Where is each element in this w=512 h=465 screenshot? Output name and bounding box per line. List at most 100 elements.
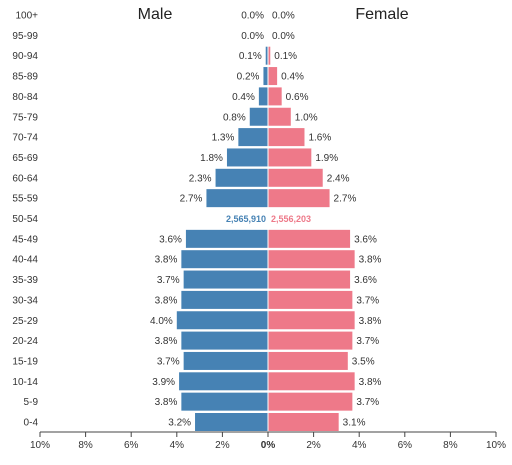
age-label-15-19: 15-19 xyxy=(12,356,38,367)
male-value-label-20-24: 3.8% xyxy=(155,336,178,347)
female-value-label-40-44: 3.8% xyxy=(359,255,382,266)
age-label-85-89: 85-89 xyxy=(12,72,38,83)
female-bar-25-29 xyxy=(268,311,355,330)
x-axis: 10% 8% 6% 4% 2% 0% 2% 4% 6% 8% 10% xyxy=(30,431,506,451)
female-value-label-45-49: 3.6% xyxy=(354,234,377,245)
labels-layer: 100+ 0.0% 0.0% 95-99 0.0% 0.0% 90-94 0.1% 0.1% 85… xyxy=(12,11,381,429)
age-label-0-4: 0-4 xyxy=(24,418,39,429)
female-value-label-30-34: 3.7% xyxy=(356,295,379,306)
male-bar-35-39 xyxy=(183,270,268,289)
female-bar-90-94 xyxy=(268,46,271,65)
age-label-90-94: 90-94 xyxy=(12,51,38,62)
x-tick-label: 8% xyxy=(443,440,458,451)
age-label-65-69: 65-69 xyxy=(12,153,38,164)
age-label-80-84: 80-84 xyxy=(12,92,38,103)
female-bar-55-59 xyxy=(268,189,330,208)
age-label-100-plus: 100+ xyxy=(15,11,38,22)
male-bar-20-24 xyxy=(181,331,268,350)
female-value-label-80-84: 0.6% xyxy=(286,92,309,103)
x-tick-label: 2% xyxy=(306,440,321,451)
female-value-label-0-4: 3.1% xyxy=(343,418,366,429)
male-bar-55-59 xyxy=(206,189,268,208)
male-value-label-25-29: 4.0% xyxy=(150,316,173,327)
male-value-label-35-39: 3.7% xyxy=(157,275,180,286)
female-value-label-65-69: 1.9% xyxy=(315,153,338,164)
x-tick-label: 10% xyxy=(486,440,506,451)
female-value-label-90-94: 0.1% xyxy=(274,51,297,62)
age-label-30-34: 30-34 xyxy=(12,295,38,306)
female-value-label-5-9: 3.7% xyxy=(356,397,379,408)
x-tick-label: 10% xyxy=(30,440,50,451)
x-tick-label: 6% xyxy=(124,440,139,451)
female-bar-40-44 xyxy=(268,250,355,269)
male-title: Male xyxy=(138,6,173,23)
female-bar-75-79 xyxy=(268,107,291,126)
female-value-label-55-59: 2.7% xyxy=(334,194,357,205)
male-total-label: 2,565,910 xyxy=(226,214,266,224)
male-bar-40-44 xyxy=(181,250,268,269)
female-value-label-20-24: 3.7% xyxy=(356,336,379,347)
male-value-label-60-64: 2.3% xyxy=(189,173,212,184)
male-value-label-65-69: 1.8% xyxy=(200,153,223,164)
male-value-label-0-4: 3.2% xyxy=(168,418,191,429)
female-value-label-70-74: 1.6% xyxy=(308,133,331,144)
male-bar-5-9 xyxy=(181,392,268,411)
female-bar-10-14 xyxy=(268,372,355,391)
age-label-10-14: 10-14 xyxy=(12,377,38,388)
female-bar-85-89 xyxy=(268,67,278,86)
male-value-label-10-14: 3.9% xyxy=(152,377,175,388)
male-value-label-95-99: 0.0% xyxy=(241,31,264,42)
female-bar-35-39 xyxy=(268,270,351,289)
female-bar-15-19 xyxy=(268,351,348,370)
male-bar-90-94 xyxy=(265,46,268,65)
age-label-40-44: 40-44 xyxy=(12,255,38,266)
male-bar-30-34 xyxy=(181,290,268,309)
female-bar-5-9 xyxy=(268,392,353,411)
female-total-label: 2,556,203 xyxy=(271,214,311,224)
female-bar-45-49 xyxy=(268,229,351,248)
female-value-label-35-39: 3.6% xyxy=(354,275,377,286)
male-value-label-15-19: 3.7% xyxy=(157,356,180,367)
age-label-75-79: 75-79 xyxy=(12,112,38,123)
male-value-label-100-plus: 0.0% xyxy=(241,11,264,22)
female-bar-30-34 xyxy=(268,290,353,309)
female-bar-80-84 xyxy=(268,87,282,106)
male-value-label-45-49: 3.6% xyxy=(159,234,182,245)
female-value-label-95-99: 0.0% xyxy=(272,31,295,42)
male-bar-70-74 xyxy=(238,128,268,147)
male-value-label-80-84: 0.4% xyxy=(232,92,255,103)
male-bar-75-79 xyxy=(249,107,268,126)
age-label-70-74: 70-74 xyxy=(12,133,38,144)
female-value-label-100-plus: 0.0% xyxy=(272,11,295,22)
male-value-label-75-79: 0.8% xyxy=(223,112,246,123)
age-label-55-59: 55-59 xyxy=(12,194,38,205)
age-label-25-29: 25-29 xyxy=(12,316,38,327)
female-value-label-75-79: 1.0% xyxy=(295,112,318,123)
age-label-60-64: 60-64 xyxy=(12,173,38,184)
female-bar-65-69 xyxy=(268,148,312,167)
x-tick-label: 8% xyxy=(78,440,93,451)
male-value-label-85-89: 0.2% xyxy=(237,72,260,83)
female-title: Female xyxy=(355,6,408,23)
bars-layer xyxy=(176,6,355,432)
female-value-label-15-19: 3.5% xyxy=(352,356,375,367)
x-tick-label: 2% xyxy=(215,440,230,451)
male-value-label-40-44: 3.8% xyxy=(155,255,178,266)
male-value-label-30-34: 3.8% xyxy=(155,295,178,306)
age-label-5-9: 5-9 xyxy=(24,397,39,408)
age-label-95-99: 95-99 xyxy=(12,31,38,42)
male-bar-0-4 xyxy=(195,413,268,431)
male-bar-45-49 xyxy=(185,229,268,248)
age-label-45-49: 45-49 xyxy=(12,234,38,245)
female-bar-60-64 xyxy=(268,168,323,187)
male-bar-15-19 xyxy=(183,351,268,370)
female-value-label-60-64: 2.4% xyxy=(327,173,350,184)
female-bar-0-4 xyxy=(268,413,339,431)
female-value-label-10-14: 3.8% xyxy=(359,377,382,388)
female-bar-20-24 xyxy=(268,331,353,350)
age-label-35-39: 35-39 xyxy=(12,275,38,286)
female-value-label-85-89: 0.4% xyxy=(281,72,304,83)
age-label-50-54: 50-54 xyxy=(12,214,38,225)
male-value-label-70-74: 1.3% xyxy=(212,133,235,144)
male-value-label-55-59: 2.7% xyxy=(180,194,203,205)
